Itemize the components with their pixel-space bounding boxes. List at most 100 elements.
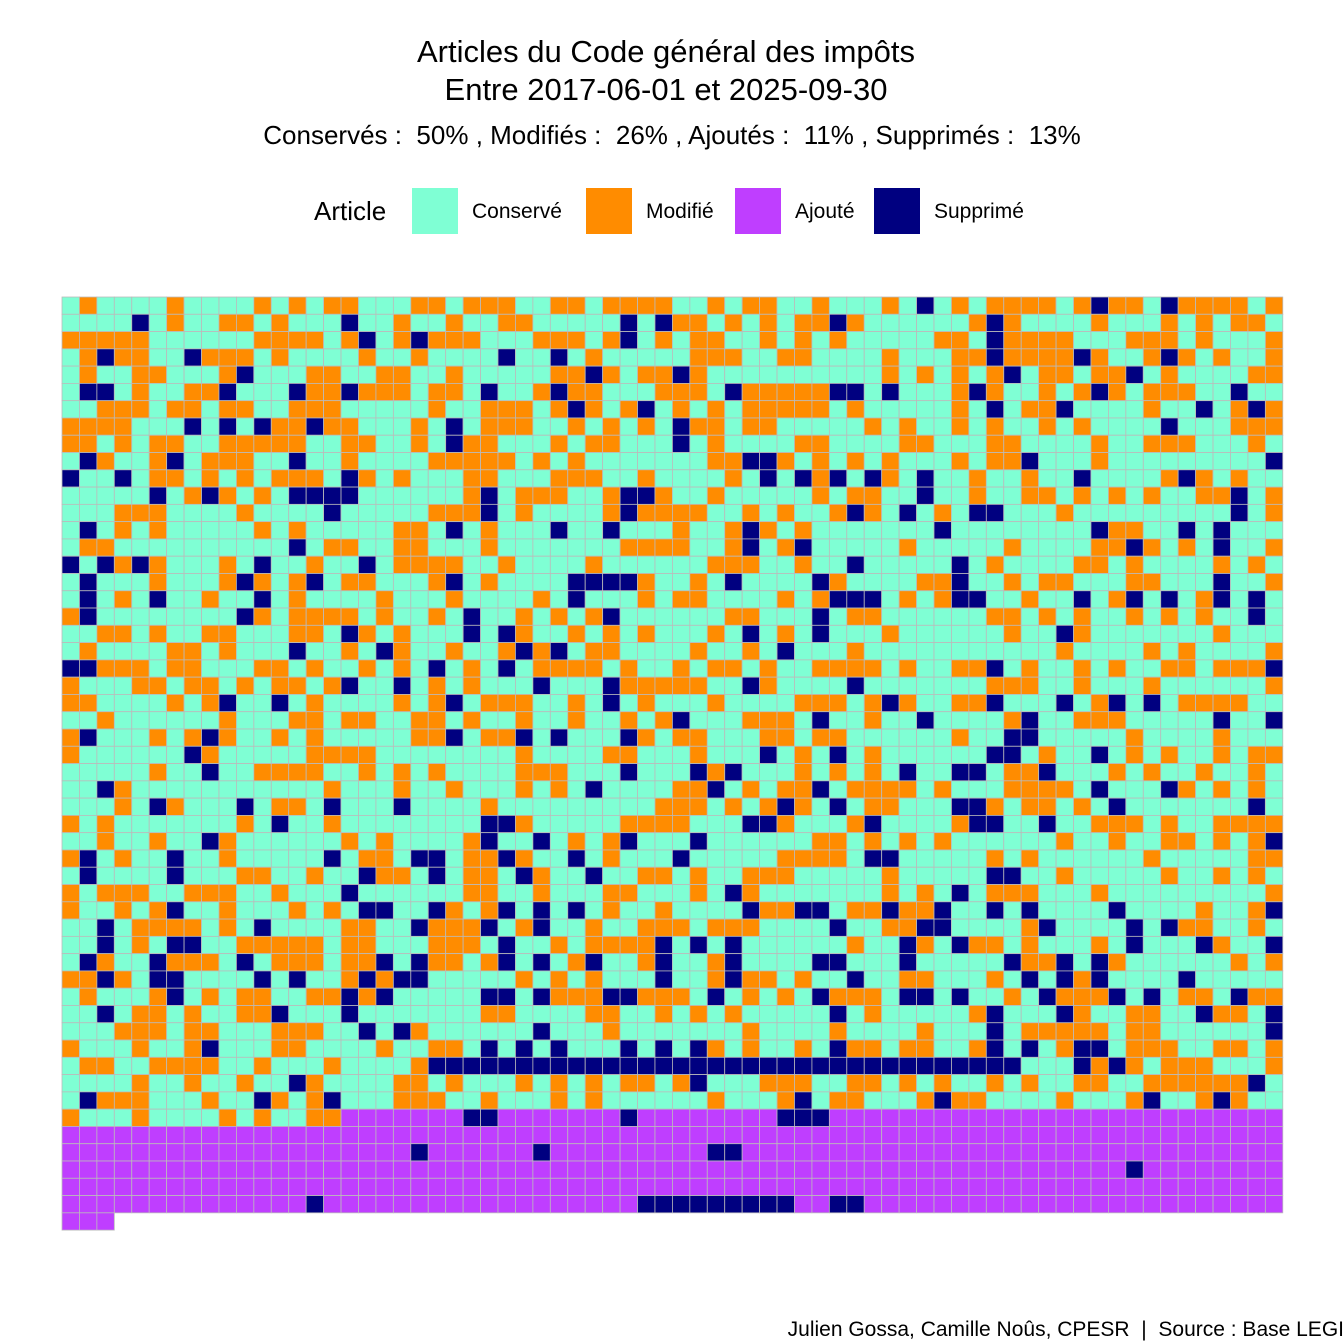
waffle-tile [1003,452,1022,471]
waffle-tile [846,987,865,1006]
waffle-tile [1195,728,1214,747]
waffle-tile [794,780,813,799]
waffle-tile [340,815,359,834]
waffle-tile [340,987,359,1006]
waffle-tile [584,365,604,384]
waffle-tile [637,555,656,574]
waffle-tile [1195,642,1214,661]
waffle-tile [985,953,1005,972]
waffle-tile [131,607,150,626]
waffle-tile [427,1005,447,1024]
waffle-tile [480,1108,499,1127]
waffle-tile [358,1039,377,1058]
waffle-tile [619,728,638,747]
waffle-tile [166,901,185,920]
waffle-tile [1125,521,1144,540]
waffle-tile [1212,1108,1231,1127]
waffle-tile [201,763,220,782]
waffle-tile [549,642,569,661]
waffle-tile [741,711,760,730]
waffle-tile [881,296,900,315]
waffle-tile [148,1195,168,1214]
waffle-tile [706,849,726,868]
waffle-tile [445,452,464,471]
waffle-tile [1125,313,1144,332]
waffle-tile [427,417,447,436]
waffle-tile [532,538,551,557]
waffle-tile [881,642,900,661]
waffle-tile [602,745,621,764]
waffle-tile [358,780,377,799]
waffle-tile [375,1022,394,1041]
waffle-tile [619,590,638,609]
waffle-tile [584,573,604,592]
waffle-tile [1108,538,1127,557]
waffle-tile [375,382,394,402]
waffle-tile [1212,849,1231,868]
waffle-tile [340,935,359,955]
waffle-tile [270,918,290,937]
waffle-tile [1212,763,1231,782]
waffle-tile [323,935,342,955]
waffle-tile [1264,573,1284,592]
waffle-tile [689,849,708,868]
waffle-tile [235,849,255,868]
waffle-tile [1230,1074,1249,1093]
waffle-tile [1073,573,1092,592]
waffle-tile [689,953,708,972]
waffle-tile [1090,745,1109,764]
waffle-tile [392,538,412,557]
waffle-tile [305,538,325,557]
waffle-tile [480,1143,499,1162]
waffle-tile [1230,676,1249,695]
waffle-tile [619,573,638,592]
waffle-tile [759,1160,778,1179]
waffle-tile [759,400,778,419]
waffle-tile [968,365,987,384]
waffle-tile [619,624,638,644]
waffle-tile [985,694,1005,713]
waffle-tile [584,1126,604,1145]
waffle-tile [584,1160,604,1179]
waffle-tile [1055,434,1074,453]
waffle-tile [427,815,447,834]
waffle-tile [759,1108,778,1127]
waffle-tile [1073,815,1092,834]
waffle-tile [846,728,865,747]
waffle-tile [305,1074,325,1093]
waffle-tile [497,918,516,937]
waffle-tile [794,313,813,332]
waffle-tile [427,918,447,937]
waffle-tile [340,555,359,574]
waffle-tile [305,866,325,885]
waffle-tile [427,400,447,419]
waffle-tile [619,987,638,1006]
waffle-tile [689,331,708,350]
waffle-tile [1125,728,1144,747]
waffle-tile [113,642,133,661]
waffle-tile [218,987,237,1006]
waffle-tile [61,1074,80,1093]
waffle-tile [933,1160,952,1179]
waffle-tile [759,797,778,816]
waffle-tile [253,1039,272,1058]
waffle-tile [515,296,534,315]
waffle-tile [375,763,394,782]
waffle-tile [689,987,708,1006]
waffle-tile [619,1074,638,1093]
waffle-tile [131,935,150,955]
waffle-tile [480,884,499,903]
waffle-tile [166,832,185,851]
waffle-tile [794,642,813,661]
waffle-tile [1003,469,1022,488]
waffle-tile [811,555,830,574]
waffle-tile [584,400,604,419]
waffle-tile [811,382,830,402]
waffle-tile [218,573,237,592]
waffle-tile [968,1091,987,1110]
waffle-tile [1020,348,1040,367]
waffle-tile [672,538,691,557]
waffle-tile [270,797,290,816]
waffle-tile [741,728,760,747]
waffle-tile [270,296,290,315]
